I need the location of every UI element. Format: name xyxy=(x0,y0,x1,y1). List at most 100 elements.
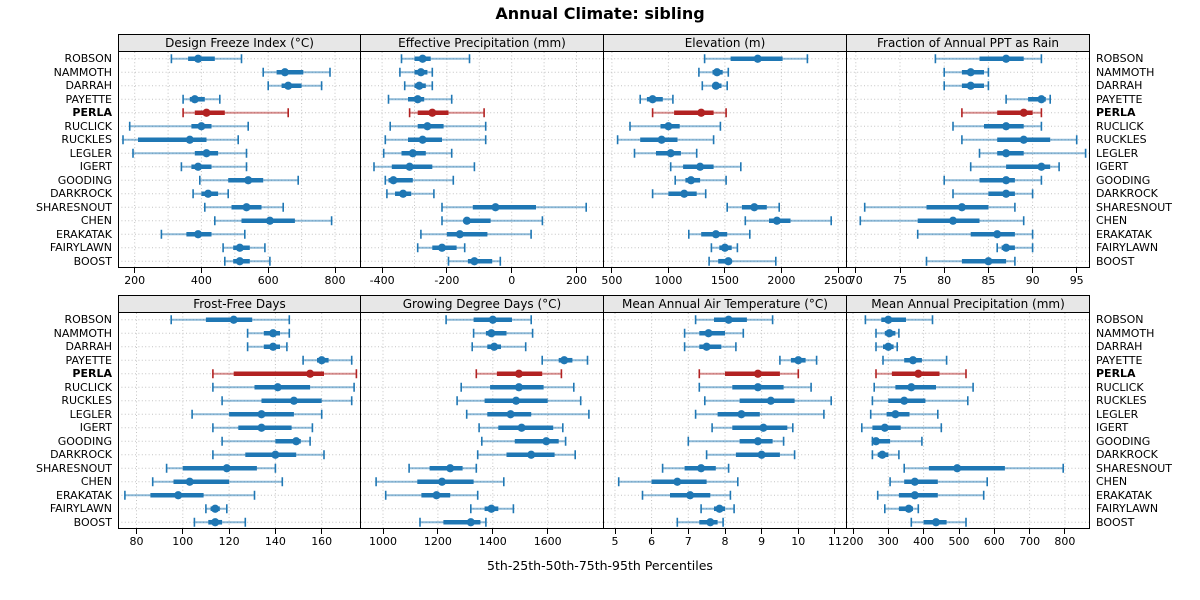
percentile-series xyxy=(629,121,722,131)
percentile-series xyxy=(212,450,325,460)
percentile-series xyxy=(441,202,587,212)
x-tick-label: 200 xyxy=(124,274,146,287)
y-station-label: NAMMOTH xyxy=(1096,326,1155,340)
x-tick-label: 70 xyxy=(848,274,863,287)
percentile-series xyxy=(165,463,277,473)
percentile-series xyxy=(952,189,1034,199)
y-station-label: ROBSON xyxy=(64,52,112,66)
percentile-series xyxy=(384,135,487,145)
percentile-series xyxy=(704,396,832,406)
x-tick xyxy=(382,529,384,534)
x-tick-label: 1000 xyxy=(654,274,683,287)
y-station-label: GOODING xyxy=(1096,434,1151,448)
panel-canvas xyxy=(361,52,604,268)
y-station-label: SHARESNOUT xyxy=(35,200,112,214)
percentile-series xyxy=(705,450,796,460)
x-tick-label: 700 xyxy=(1019,535,1041,548)
y-station-label: SHARESNOUT xyxy=(35,461,112,475)
percentile-series xyxy=(869,409,939,419)
x-tick-label: 600 xyxy=(257,274,279,287)
percentile-series xyxy=(701,81,728,91)
panel-strip: Fraction of Annual PPT as Rain xyxy=(847,34,1090,52)
percentile-series xyxy=(698,67,730,77)
panel-canvas xyxy=(361,313,604,529)
y-station-label: LEGLER xyxy=(1096,407,1139,421)
x-tick xyxy=(761,529,763,534)
y-station-label: DARRAH xyxy=(65,340,112,354)
x-tick xyxy=(724,529,726,534)
x-tick xyxy=(267,268,269,273)
percentile-series xyxy=(864,315,934,325)
panel-canvas xyxy=(118,52,361,268)
x-tick-label: 11 xyxy=(827,535,842,548)
x-tick xyxy=(958,529,960,534)
x-tick xyxy=(987,268,989,273)
y-station-label: RUCLICK xyxy=(1096,380,1144,394)
x-tick xyxy=(1076,268,1078,273)
y-station-label: PERLA xyxy=(1096,106,1136,120)
y-station-label: NAMMOTH xyxy=(53,65,112,79)
panel-canvas xyxy=(604,313,847,529)
percentile-series xyxy=(267,81,323,91)
percentile-series xyxy=(711,423,794,433)
percentile-series xyxy=(934,54,1043,64)
percentile-series xyxy=(726,202,780,212)
x-axis: 70 75 80 85 90 95 xyxy=(847,268,1090,288)
percentile-series xyxy=(861,423,943,433)
percentile-series xyxy=(419,517,487,527)
y-station-label: IGERT xyxy=(79,421,112,435)
x-tick-label: 6 xyxy=(648,535,656,548)
x-tick-label: 80 xyxy=(937,274,952,287)
percentile-series xyxy=(694,315,774,325)
percentile-series xyxy=(859,216,1025,226)
percentile-series xyxy=(403,81,434,91)
y-station-label: DARKROCK xyxy=(50,448,112,462)
y-station-label: LEGLER xyxy=(69,146,112,160)
x-tick-label: 1200 xyxy=(423,535,452,548)
y-station-label: GOODING xyxy=(57,434,112,448)
x-tick-label: 160 xyxy=(311,535,333,548)
percentile-series xyxy=(151,477,284,487)
percentile-series xyxy=(447,256,502,266)
percentile-series xyxy=(925,256,1016,266)
y-station-label: ROBSON xyxy=(1096,313,1144,327)
percentile-series xyxy=(694,409,825,419)
y-station-label: RUCKLES xyxy=(1096,394,1147,408)
y-station-label: IGERT xyxy=(1096,421,1129,435)
x-tick xyxy=(943,268,945,273)
y-station-label: DARKROCK xyxy=(1096,187,1158,201)
percentile-series xyxy=(916,229,1034,239)
y-station-label: CHEN xyxy=(1096,475,1128,489)
plot-panel xyxy=(847,52,1090,268)
panel-canvas xyxy=(847,313,1090,529)
percentile-series xyxy=(205,504,228,514)
percentile-series xyxy=(262,67,331,77)
y-station-label: IGERT xyxy=(1096,160,1129,174)
y-station-label: DARRAH xyxy=(1096,79,1143,93)
panel-strip: Elevation (m) xyxy=(604,34,847,52)
percentile-series xyxy=(943,67,990,77)
percentile-series xyxy=(224,256,271,266)
percentile-series xyxy=(688,229,751,239)
y-station-label: PERLA xyxy=(1096,367,1136,381)
percentile-series xyxy=(170,315,291,325)
percentile-series xyxy=(961,108,1043,118)
percentile-series xyxy=(708,256,777,266)
y-station-label: ROBSON xyxy=(64,313,112,327)
panel-canvas xyxy=(118,313,361,529)
x-tick-label: 95 xyxy=(1069,274,1084,287)
percentile-series xyxy=(199,175,299,185)
x-tick-label: 120 xyxy=(218,535,240,548)
x-tick xyxy=(492,529,494,534)
plot-panel xyxy=(361,313,604,529)
x-tick-label: -200 xyxy=(434,274,460,287)
x-tick xyxy=(134,268,136,273)
percentile-series xyxy=(472,328,534,338)
percentile-series xyxy=(246,328,291,338)
percentile-series xyxy=(182,108,289,118)
x-tick-label: 5 xyxy=(611,535,619,548)
y-station-label: BOOST xyxy=(1096,254,1135,268)
percentile-series xyxy=(386,189,435,199)
percentile-series xyxy=(875,328,900,338)
